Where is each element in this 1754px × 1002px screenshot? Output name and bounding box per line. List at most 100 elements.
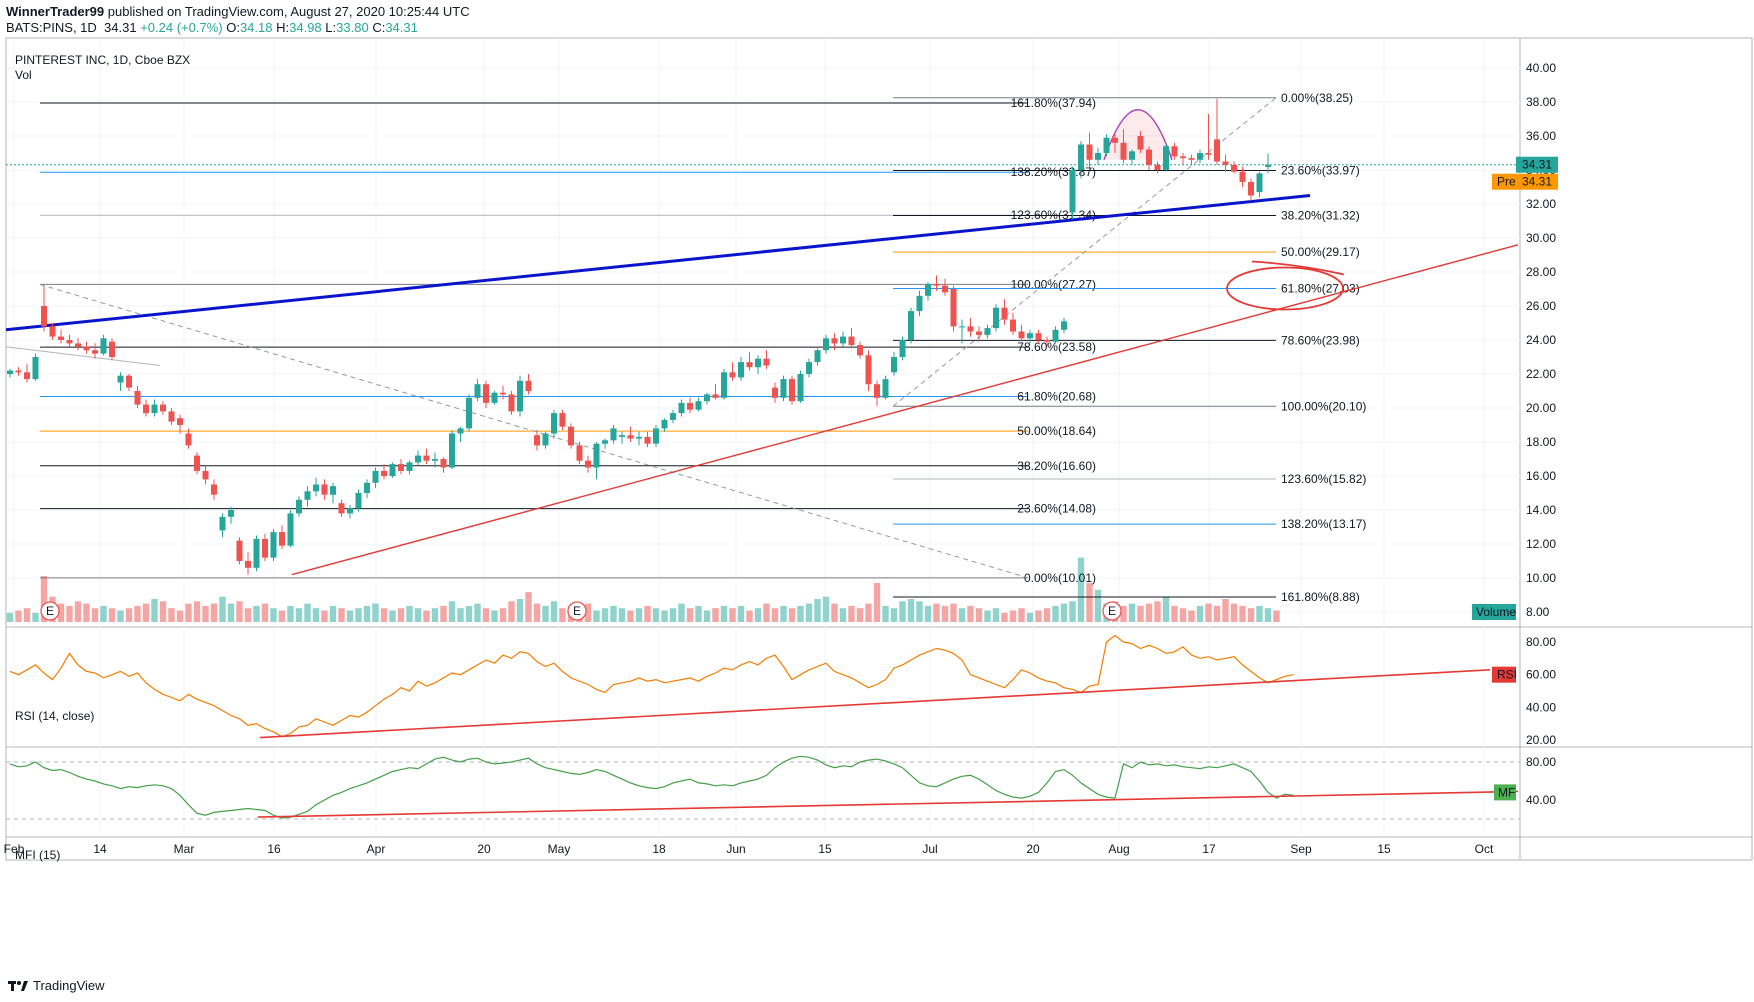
volume-bar (559, 608, 566, 622)
candle-body (236, 540, 243, 561)
volume-bar (236, 601, 243, 622)
ohlc-c-key: C: (372, 20, 386, 35)
volume-bar (941, 605, 949, 622)
candle-body (262, 538, 268, 558)
candle-body (1069, 170, 1076, 213)
volume-bar (185, 603, 192, 622)
price-tick-label: 14.00 (1526, 503, 1556, 517)
volume-bar (465, 605, 473, 622)
candle-body (738, 362, 744, 378)
volume-bar (1213, 605, 1221, 622)
price-tick-label: 40.00 (1526, 61, 1556, 75)
main-pane-title: PINTEREST INC, 1D, Cboe BZX (15, 53, 191, 67)
volume-bar (372, 603, 379, 622)
fib-trend-dashed-up (892, 97, 1277, 407)
candle-body (168, 411, 175, 422)
volume-bar (907, 599, 915, 622)
volume-bar (125, 608, 133, 622)
price-tick-label: 32.00 (1526, 197, 1556, 211)
candle-body (780, 379, 787, 398)
candle-body (500, 392, 506, 395)
fib-right-label: 123.60%(15.82) (1281, 472, 1366, 486)
volume-bar (448, 601, 456, 622)
candle-body (491, 392, 498, 403)
fib-right-label: 23.60%(33.97) (1281, 164, 1360, 178)
candle-body (41, 306, 47, 327)
candle-body (865, 355, 872, 385)
volume-bar (550, 601, 558, 622)
volume-bar (91, 608, 99, 622)
fib-left-label: 161.80%(37.94) (1011, 96, 1096, 110)
volume-bar (440, 605, 447, 622)
earnings-marker-icon (1102, 601, 1122, 621)
volume-bar (253, 605, 260, 622)
mfi-tick-label: 80.00 (1526, 755, 1556, 769)
ohlc-l-value: 33.80 (336, 20, 369, 35)
fib-left-label: 38.20%(16.60) (1017, 459, 1096, 473)
volume-bar (363, 605, 371, 622)
candle-body (534, 435, 540, 446)
candle-body (755, 358, 761, 368)
tradingview-brand-text: TradingView (33, 978, 105, 993)
volume-tag (1472, 604, 1516, 620)
candle-body (916, 295, 923, 312)
fib-left-label: 61.80%(20.68) (1017, 389, 1096, 403)
candle-body (687, 402, 693, 410)
volume-bar (729, 608, 736, 622)
mfi-trend-line (257, 790, 1519, 818)
candle-body (1061, 321, 1067, 330)
volume-bar (780, 605, 787, 622)
candle-body (644, 436, 651, 444)
volume-bar (1154, 601, 1161, 622)
candle-body (831, 338, 838, 344)
fib-right-label: 38.20%(31.32) (1281, 209, 1360, 223)
volume-bar (525, 592, 532, 622)
volume-bar (873, 582, 881, 622)
candle-body (58, 336, 64, 340)
volume-bar (1128, 603, 1136, 622)
rsi-tick-label: 80.00 (1526, 635, 1556, 649)
candle-body (1180, 156, 1186, 159)
earnings-marker-icon (40, 601, 60, 621)
tradingview-logo-icon (8, 980, 28, 992)
volume-bar (1188, 610, 1195, 622)
candle-body (1154, 164, 1161, 170)
volume-bar (389, 610, 396, 622)
last-price-text: 34.31 (104, 20, 137, 35)
red-trend-line (291, 244, 1519, 576)
volume-bar (176, 610, 184, 622)
x-tick-label: 20 (477, 842, 491, 856)
volume-bar (848, 605, 855, 622)
candle-body (610, 428, 617, 441)
candle-body (1044, 340, 1050, 342)
volume-bar (916, 601, 923, 622)
volume-bar (1018, 608, 1025, 622)
candle-body (517, 380, 523, 412)
candle-body (66, 340, 73, 344)
candle-body (746, 362, 753, 368)
volume-bar (1247, 608, 1255, 622)
candle-body (763, 358, 770, 366)
volume-bar (831, 603, 838, 622)
candle-body (1256, 173, 1263, 193)
publish-info-line: WinnerTrader99 published on TradingView.… (6, 4, 470, 20)
publish-date-text: published on TradingView.com, August 27,… (104, 4, 470, 19)
candle-body (474, 384, 481, 398)
candle-body (466, 397, 472, 429)
volume-bar (1137, 605, 1144, 622)
candle-body (891, 357, 897, 373)
candle-body (483, 384, 489, 403)
price-tick-label: 10.00 (1526, 571, 1556, 585)
candle-body (185, 433, 192, 446)
price-tick-label: 38.00 (1526, 95, 1556, 109)
volume-bar (202, 605, 209, 622)
candle-body (797, 374, 804, 402)
volume-bar (1230, 603, 1238, 622)
volume-bar (40, 576, 48, 622)
candle-body (967, 326, 974, 332)
fib-left-label: 23.60%(14.08) (1017, 502, 1096, 516)
publisher-name: WinnerTrader99 (6, 4, 105, 19)
earnings-marker-label: E (46, 604, 54, 618)
volume-bar (720, 605, 728, 622)
